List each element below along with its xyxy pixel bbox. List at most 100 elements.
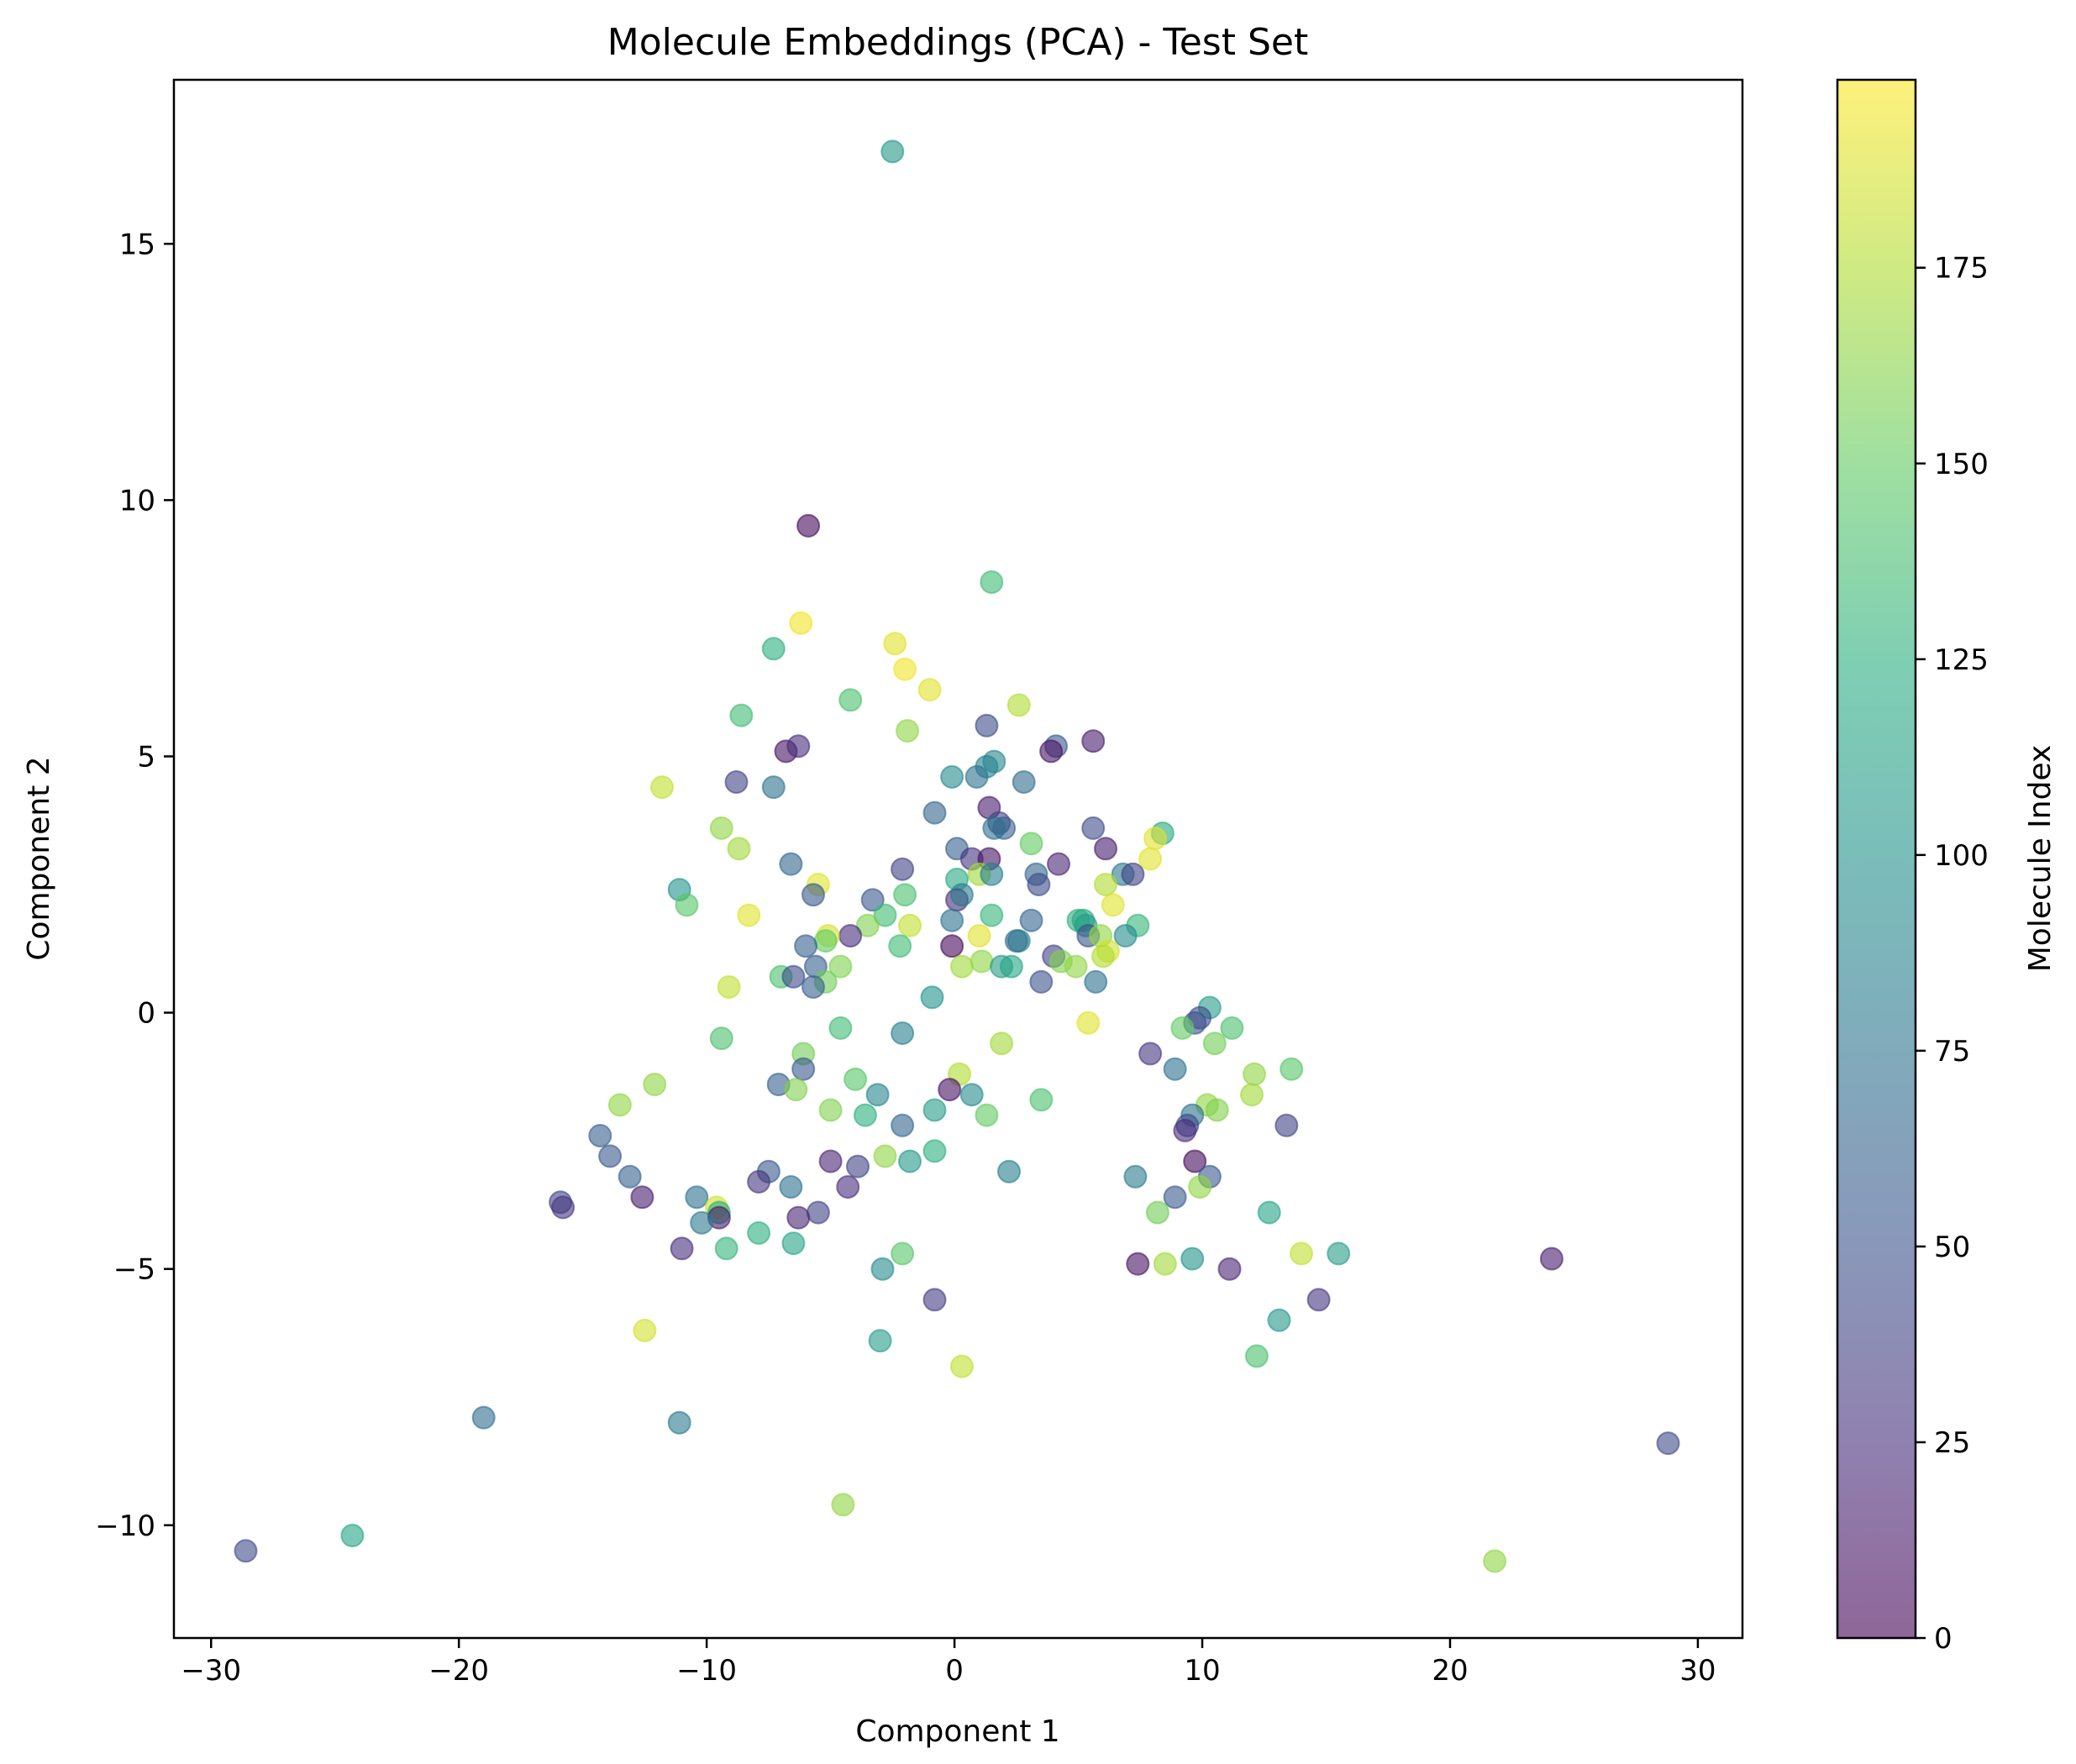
data-point (1004, 929, 1028, 953)
data-point (967, 924, 991, 948)
data-point (1153, 1252, 1177, 1276)
colorbar-tick-label: 150 (1934, 448, 1989, 481)
data-point (891, 1021, 915, 1045)
data-point (920, 985, 944, 1010)
chart-title: Molecule Embeddings (PCA) - Test Set (607, 21, 1308, 64)
data-point (828, 1016, 853, 1040)
data-point (970, 949, 994, 974)
data-point (781, 964, 806, 989)
data-point (893, 883, 917, 907)
data-point (949, 883, 974, 907)
y-tick-label: 0 (137, 997, 155, 1031)
data-point (1205, 1098, 1229, 1122)
data-point (685, 1185, 709, 1210)
data-point (980, 862, 1004, 886)
data-point (898, 1149, 922, 1173)
data-point (670, 1236, 694, 1261)
data-point (1081, 816, 1106, 840)
data-point (724, 770, 749, 794)
data-point (975, 1103, 999, 1127)
data-point (1143, 827, 1167, 851)
data-point (786, 734, 811, 759)
data-point (1081, 729, 1106, 753)
data-point (922, 1139, 947, 1163)
data-point (1275, 1113, 1299, 1137)
data-point (922, 801, 947, 825)
data-point (1173, 1118, 1197, 1142)
data-point (1170, 1016, 1195, 1040)
data-point (779, 852, 803, 876)
data-point (1539, 1247, 1564, 1271)
data-point (1006, 693, 1031, 717)
y-tick-label: 15 (119, 228, 155, 261)
data-point (846, 1154, 870, 1179)
data-point (1029, 969, 1054, 994)
x-tick-label: 0 (945, 1654, 964, 1688)
data-point (630, 1185, 654, 1210)
x-tick-label: 30 (1679, 1654, 1716, 1688)
data-point (940, 764, 964, 789)
y-axis-label: Component 2 (22, 756, 56, 960)
data-point (1220, 1016, 1244, 1040)
data-point (618, 1164, 642, 1189)
colorbar (1837, 80, 1916, 1638)
y-tick-label: 10 (119, 484, 155, 517)
x-tick-label: 20 (1432, 1654, 1468, 1688)
data-point (980, 903, 1004, 927)
x-tick-label: −10 (676, 1654, 737, 1688)
data-point (959, 1083, 984, 1107)
data-point (997, 1159, 1021, 1184)
data-point (727, 837, 751, 861)
data-point (838, 924, 863, 948)
data-point (818, 1098, 843, 1122)
data-point (1163, 1185, 1187, 1210)
data-point (828, 954, 853, 979)
data-point (844, 1067, 868, 1091)
x-tick-label: −30 (181, 1654, 241, 1688)
data-point (1483, 1549, 1507, 1573)
y-axis-ticks: −10 −5 0 5 10 15 (95, 228, 174, 1543)
data-point (806, 1200, 830, 1225)
data-point (1027, 873, 1051, 896)
data-point (234, 1539, 258, 1563)
data-point (1267, 1308, 1291, 1332)
colorbar-ticks: 0 25 50 75 100 125 150 175 (1916, 252, 1989, 1656)
data-point (1012, 770, 1036, 794)
plot-frame (172, 78, 1744, 1640)
data-point (940, 908, 964, 932)
data-point (1113, 924, 1138, 948)
data-point (938, 1078, 962, 1102)
x-tick-label: −20 (428, 1654, 489, 1688)
data-point (896, 719, 919, 743)
data-point (1019, 908, 1043, 932)
data-point (747, 1221, 771, 1245)
data-point (551, 1195, 575, 1220)
data-point (471, 1405, 496, 1430)
colorbar-tick-label: 25 (1934, 1426, 1970, 1460)
colorbar-tick-label: 175 (1934, 252, 1989, 286)
data-point (709, 1026, 733, 1051)
data-point (813, 929, 838, 953)
data-point (922, 1098, 947, 1122)
colorbar-tick-label: 50 (1934, 1231, 1970, 1264)
data-point (880, 139, 905, 164)
data-point (1138, 1042, 1163, 1066)
data-point (836, 1175, 860, 1199)
data-point (747, 1169, 771, 1194)
data-point (1145, 1200, 1169, 1225)
data-point (868, 1329, 892, 1353)
data-point (1656, 1431, 1680, 1456)
data-point (855, 913, 880, 937)
data-point (1126, 1252, 1150, 1276)
y-tick-label: −5 (113, 1253, 155, 1287)
colorbar-tick-label: 100 (1934, 839, 1989, 873)
data-point (1243, 1062, 1266, 1086)
data-point (1257, 1200, 1281, 1225)
data-point (340, 1524, 365, 1547)
data-point (891, 1113, 915, 1137)
data-point (883, 632, 907, 656)
data-point (786, 1205, 811, 1230)
data-point (779, 1175, 803, 1199)
data-point (1047, 852, 1070, 876)
